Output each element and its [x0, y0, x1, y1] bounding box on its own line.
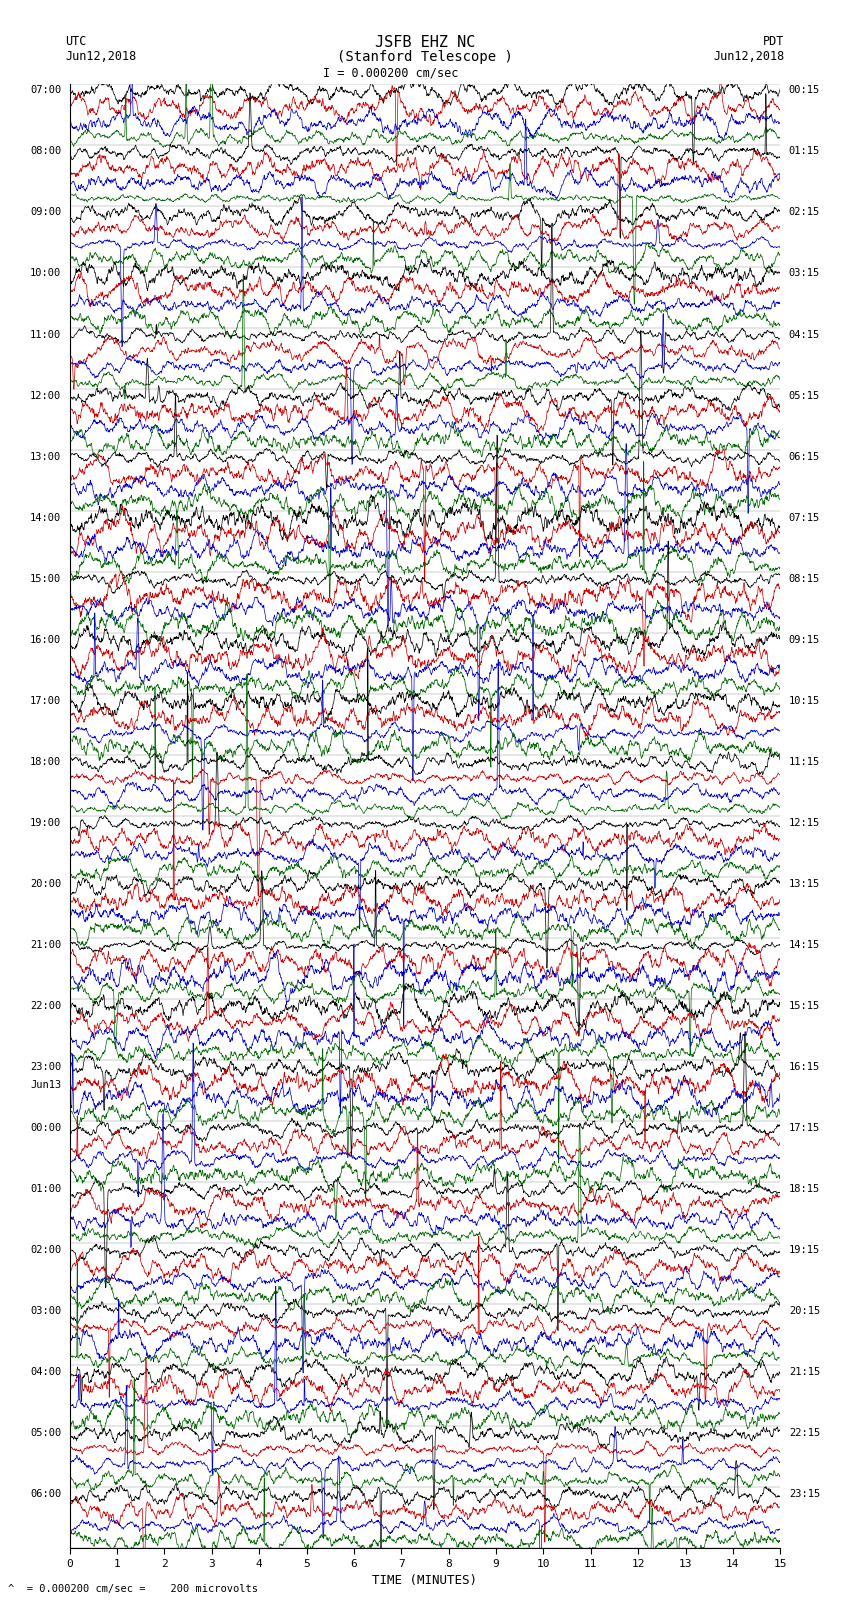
Text: I = 0.000200 cm/sec: I = 0.000200 cm/sec [323, 66, 459, 79]
Text: Jun13: Jun13 [30, 1079, 61, 1090]
Text: UTC: UTC [65, 35, 87, 48]
Text: 12:00: 12:00 [30, 390, 61, 400]
Text: 22:00: 22:00 [30, 1000, 61, 1011]
Text: 19:15: 19:15 [789, 1245, 820, 1255]
Text: 05:00: 05:00 [30, 1428, 61, 1437]
Text: 23:00: 23:00 [30, 1061, 61, 1071]
Text: 01:00: 01:00 [30, 1184, 61, 1194]
Text: 09:15: 09:15 [789, 634, 820, 645]
Text: 07:00: 07:00 [30, 85, 61, 95]
Text: 17:15: 17:15 [789, 1123, 820, 1132]
Text: 10:00: 10:00 [30, 268, 61, 279]
Text: 11:15: 11:15 [789, 756, 820, 766]
Text: Jun12,2018: Jun12,2018 [65, 50, 137, 63]
Text: 04:00: 04:00 [30, 1366, 61, 1378]
Text: 08:15: 08:15 [789, 574, 820, 584]
Text: 01:15: 01:15 [789, 147, 820, 156]
Text: ^  = 0.000200 cm/sec =    200 microvolts: ^ = 0.000200 cm/sec = 200 microvolts [8, 1584, 258, 1594]
Text: 00:00: 00:00 [30, 1123, 61, 1132]
Text: 03:00: 03:00 [30, 1307, 61, 1316]
Text: 20:15: 20:15 [789, 1307, 820, 1316]
Text: 08:00: 08:00 [30, 147, 61, 156]
Text: 23:15: 23:15 [789, 1489, 820, 1498]
Text: 06:00: 06:00 [30, 1489, 61, 1498]
Text: 14:15: 14:15 [789, 940, 820, 950]
Text: 05:15: 05:15 [789, 390, 820, 400]
Text: 21:15: 21:15 [789, 1366, 820, 1378]
Text: PDT: PDT [763, 35, 785, 48]
Text: 16:15: 16:15 [789, 1061, 820, 1071]
Text: 13:00: 13:00 [30, 452, 61, 461]
Text: 07:15: 07:15 [789, 513, 820, 523]
Text: 16:00: 16:00 [30, 634, 61, 645]
Text: 13:15: 13:15 [789, 879, 820, 889]
Text: (Stanford Telescope ): (Stanford Telescope ) [337, 50, 513, 65]
Text: 20:00: 20:00 [30, 879, 61, 889]
Text: 09:00: 09:00 [30, 208, 61, 218]
Text: 02:00: 02:00 [30, 1245, 61, 1255]
Text: 02:15: 02:15 [789, 208, 820, 218]
Text: 15:15: 15:15 [789, 1000, 820, 1011]
Text: 03:15: 03:15 [789, 268, 820, 279]
Text: 11:00: 11:00 [30, 329, 61, 339]
Text: 12:15: 12:15 [789, 818, 820, 827]
Text: 21:00: 21:00 [30, 940, 61, 950]
Text: 10:15: 10:15 [789, 695, 820, 705]
Text: Jun12,2018: Jun12,2018 [713, 50, 785, 63]
Text: 17:00: 17:00 [30, 695, 61, 705]
Text: 00:15: 00:15 [789, 85, 820, 95]
Text: 22:15: 22:15 [789, 1428, 820, 1437]
Text: JSFB EHZ NC: JSFB EHZ NC [375, 35, 475, 50]
Text: 15:00: 15:00 [30, 574, 61, 584]
Text: 14:00: 14:00 [30, 513, 61, 523]
Text: 18:15: 18:15 [789, 1184, 820, 1194]
Text: 18:00: 18:00 [30, 756, 61, 766]
X-axis label: TIME (MINUTES): TIME (MINUTES) [372, 1574, 478, 1587]
Text: 06:15: 06:15 [789, 452, 820, 461]
Text: 19:00: 19:00 [30, 818, 61, 827]
Text: 04:15: 04:15 [789, 329, 820, 339]
